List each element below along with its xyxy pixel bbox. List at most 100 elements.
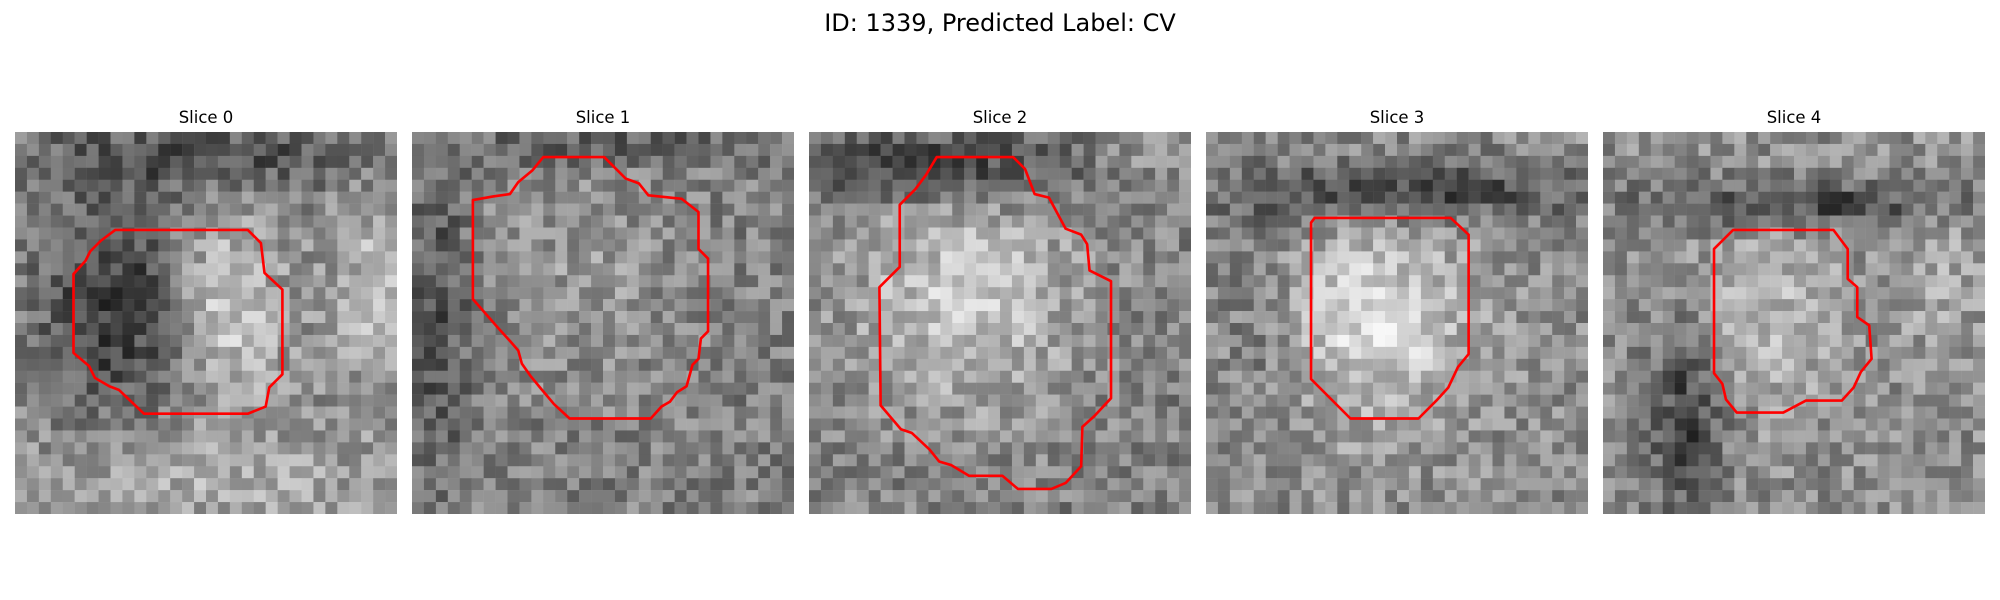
pixel bbox=[447, 143, 460, 157]
pixel bbox=[856, 263, 869, 276]
pixel bbox=[122, 490, 135, 503]
pixel bbox=[1107, 143, 1120, 157]
pixel bbox=[626, 239, 640, 252]
pixel bbox=[1035, 370, 1048, 383]
pixel bbox=[952, 323, 965, 336]
pixel bbox=[471, 406, 484, 419]
pixel bbox=[1650, 203, 1663, 216]
pixel bbox=[1528, 287, 1541, 300]
pixel bbox=[1217, 323, 1231, 336]
pixel bbox=[1468, 155, 1481, 169]
pixel bbox=[1313, 430, 1326, 443]
pixel bbox=[1325, 191, 1338, 204]
pixel bbox=[698, 370, 711, 383]
pixel bbox=[1167, 167, 1180, 180]
pixel bbox=[1179, 132, 1191, 145]
pixel bbox=[1468, 370, 1481, 383]
pixel bbox=[940, 311, 953, 324]
pixel bbox=[301, 227, 314, 240]
pixel bbox=[674, 430, 687, 443]
pixel bbox=[38, 215, 52, 228]
pixel bbox=[1217, 394, 1231, 407]
pixel bbox=[650, 179, 663, 192]
pixel bbox=[122, 143, 135, 157]
pixel bbox=[1229, 287, 1243, 300]
pixel bbox=[1626, 179, 1640, 192]
pixel bbox=[86, 179, 99, 192]
pixel bbox=[1131, 227, 1144, 240]
pixel bbox=[1686, 311, 1699, 324]
pixel bbox=[1373, 334, 1386, 348]
pixel bbox=[770, 334, 783, 348]
pixel bbox=[385, 179, 397, 192]
pixel bbox=[182, 442, 195, 455]
pixel bbox=[1206, 502, 1219, 514]
pixel bbox=[110, 346, 123, 360]
pixel bbox=[952, 155, 965, 169]
pixel bbox=[928, 466, 941, 479]
pixel bbox=[194, 334, 207, 348]
pixel bbox=[1770, 203, 1783, 216]
pixel bbox=[122, 287, 135, 300]
pixel bbox=[1011, 406, 1025, 419]
pixel bbox=[1817, 454, 1831, 467]
pixel bbox=[746, 167, 759, 180]
pixel bbox=[1492, 454, 1505, 467]
pixel bbox=[495, 299, 508, 312]
pixel bbox=[229, 251, 243, 264]
pixel bbox=[1734, 275, 1747, 288]
pixel bbox=[916, 227, 929, 240]
pixel bbox=[507, 454, 520, 467]
pixel bbox=[1023, 346, 1037, 360]
pixel bbox=[1794, 167, 1807, 180]
pixel bbox=[1576, 311, 1588, 324]
pixel bbox=[591, 251, 604, 264]
pixel bbox=[809, 406, 822, 419]
pixel bbox=[423, 442, 437, 455]
pixel bbox=[964, 179, 977, 192]
pixel bbox=[1603, 394, 1616, 407]
pixel bbox=[1385, 143, 1398, 157]
pixel bbox=[1492, 287, 1505, 300]
pixel bbox=[325, 346, 338, 360]
pixel bbox=[1011, 311, 1025, 324]
pixel bbox=[1349, 442, 1362, 455]
pixel bbox=[385, 191, 397, 204]
pixel bbox=[1337, 430, 1350, 443]
pixel bbox=[289, 203, 302, 216]
pixel bbox=[1722, 275, 1735, 288]
pixel bbox=[507, 299, 520, 312]
pixel bbox=[844, 251, 857, 264]
pixel bbox=[495, 358, 508, 371]
pixel bbox=[483, 370, 496, 383]
pixel bbox=[1444, 143, 1457, 157]
pixel bbox=[459, 132, 472, 145]
pixel bbox=[301, 370, 314, 383]
pixel bbox=[844, 227, 857, 240]
pixel bbox=[313, 454, 326, 467]
pixel bbox=[809, 430, 822, 443]
pixel bbox=[50, 191, 63, 204]
pixel bbox=[1686, 346, 1699, 360]
pixel bbox=[1468, 311, 1481, 324]
pixel bbox=[567, 311, 580, 324]
pixel bbox=[1480, 418, 1493, 431]
pixel bbox=[880, 215, 893, 228]
pixel bbox=[1504, 191, 1517, 204]
pixel bbox=[1722, 251, 1735, 264]
pixel bbox=[952, 346, 965, 360]
pixel bbox=[904, 251, 917, 264]
pixel bbox=[1540, 323, 1553, 336]
pixel bbox=[567, 203, 580, 216]
pixel bbox=[1710, 346, 1723, 360]
pixel bbox=[1241, 275, 1254, 288]
pixel bbox=[241, 179, 254, 192]
pixel bbox=[241, 502, 254, 514]
pixel bbox=[1253, 203, 1266, 216]
pixel bbox=[337, 143, 350, 157]
pixel bbox=[170, 346, 183, 360]
pixel bbox=[1662, 323, 1675, 336]
pixel bbox=[1313, 132, 1326, 145]
pixel bbox=[182, 251, 195, 264]
pixel bbox=[1805, 382, 1819, 395]
